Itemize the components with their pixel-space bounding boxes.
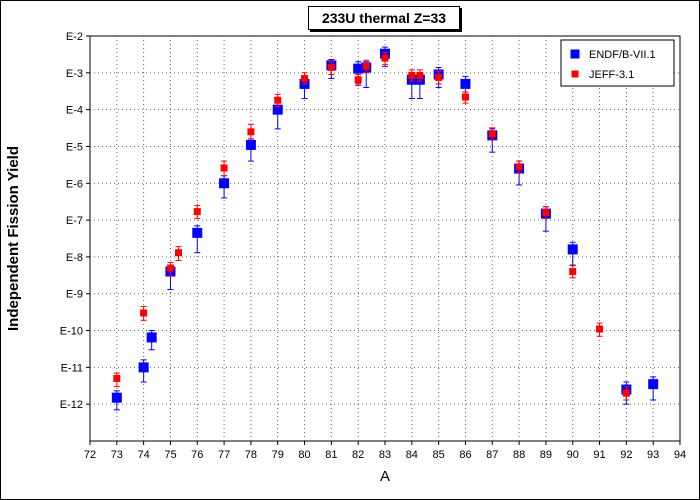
data-point bbox=[408, 71, 416, 79]
data-point bbox=[272, 104, 283, 115]
legend-swatch bbox=[571, 70, 579, 78]
data-point bbox=[220, 164, 228, 172]
data-point bbox=[140, 309, 148, 317]
x-tick-label: 72 bbox=[84, 449, 96, 461]
data-point bbox=[515, 163, 523, 171]
y-tick-label: E-7 bbox=[66, 215, 83, 227]
y-axis: E-2 E-3 E-4 E-5 E-6 E-7 E-8 E-9 E-10 E-11 E-12 bbox=[60, 31, 90, 411]
x-tick-label: 85 bbox=[433, 449, 445, 461]
data-point bbox=[111, 392, 122, 403]
y-tick-label: E-11 bbox=[61, 362, 83, 374]
y-tick-label: E-4 bbox=[66, 105, 83, 117]
chart-title-text: 233U thermal Z=33 bbox=[321, 10, 447, 26]
x-axis: 72 73 74 75 76 77 78 79 80 81 82 83 84 85 86 87 88 89 90 91… bbox=[84, 441, 686, 461]
data-point bbox=[542, 209, 550, 217]
x-tick-label: 74 bbox=[138, 449, 150, 461]
legend-label: ENDF/B-VII.1 bbox=[589, 49, 656, 61]
data-point bbox=[138, 362, 149, 373]
x-tick-label: 82 bbox=[352, 449, 364, 461]
y-tick-label: E-6 bbox=[66, 178, 83, 190]
data-point bbox=[193, 208, 201, 216]
x-tick-label: 88 bbox=[513, 449, 525, 461]
data-point bbox=[247, 128, 255, 136]
x-tick-label: 73 bbox=[111, 449, 123, 461]
x-tick-label: 86 bbox=[459, 449, 471, 461]
data-point bbox=[327, 63, 335, 71]
x-axis-label: A bbox=[380, 468, 390, 485]
data-point bbox=[113, 374, 121, 382]
plot-area bbox=[89, 35, 681, 442]
y-tick-label: E-3 bbox=[66, 68, 83, 80]
legend-box bbox=[560, 39, 675, 87]
y-tick-label: E-9 bbox=[66, 289, 83, 301]
legend-swatch bbox=[570, 49, 580, 59]
data-point bbox=[362, 62, 370, 70]
data-point bbox=[622, 389, 630, 397]
chart-title: 233U thermal Z=33 bbox=[308, 6, 460, 30]
series-jeff bbox=[113, 51, 630, 401]
legend-label: JEFF-3.1 bbox=[589, 69, 634, 81]
data-point bbox=[245, 139, 256, 150]
data-point bbox=[416, 71, 424, 79]
y-tick-label: E-2 bbox=[66, 31, 83, 43]
y-axis-label: Independent Fission Yield bbox=[5, 146, 22, 331]
x-tick-label: 79 bbox=[272, 449, 284, 461]
data-point bbox=[381, 54, 389, 62]
x-tick-label: 93 bbox=[647, 449, 659, 461]
data-point bbox=[569, 268, 577, 276]
data-point bbox=[353, 63, 364, 74]
x-tick-label: 83 bbox=[379, 449, 391, 461]
data-point bbox=[488, 130, 496, 138]
x-tick-label: 80 bbox=[298, 449, 310, 461]
x-tick-label: 76 bbox=[191, 449, 203, 461]
y-tick-label: E-12 bbox=[60, 399, 83, 411]
y-tick-label: E-10 bbox=[60, 326, 83, 338]
data-point bbox=[219, 178, 230, 189]
data-point bbox=[274, 96, 282, 104]
data-point bbox=[435, 73, 443, 81]
data-point bbox=[192, 227, 203, 238]
data-point bbox=[146, 332, 157, 343]
data-point bbox=[596, 325, 604, 333]
x-tick-label: 92 bbox=[620, 449, 632, 461]
data-point bbox=[460, 78, 471, 89]
data-marks bbox=[111, 46, 659, 411]
x-tick-label: 78 bbox=[245, 449, 257, 461]
x-tick-label: 91 bbox=[593, 449, 605, 461]
x-tick-label: 77 bbox=[218, 449, 230, 461]
data-point bbox=[567, 244, 578, 255]
x-tick-label: 87 bbox=[486, 449, 498, 461]
x-tick-label: 90 bbox=[567, 449, 579, 461]
data-point bbox=[301, 75, 309, 83]
x-tick-label: 94 bbox=[674, 449, 686, 461]
legend: ENDF/B-VII.1 JEFF-3.1 bbox=[560, 39, 675, 87]
data-point bbox=[166, 264, 174, 272]
x-tick-label: 89 bbox=[540, 449, 552, 461]
y-tick-label: E-5 bbox=[66, 141, 83, 153]
data-point bbox=[354, 76, 362, 84]
data-point bbox=[648, 379, 659, 390]
data-point bbox=[175, 249, 182, 257]
x-tick-label: 84 bbox=[406, 449, 418, 461]
y-tick-label: E-8 bbox=[66, 252, 83, 264]
data-point bbox=[461, 93, 469, 101]
x-tick-label: 81 bbox=[325, 449, 337, 461]
x-tick-label: 75 bbox=[164, 449, 176, 461]
